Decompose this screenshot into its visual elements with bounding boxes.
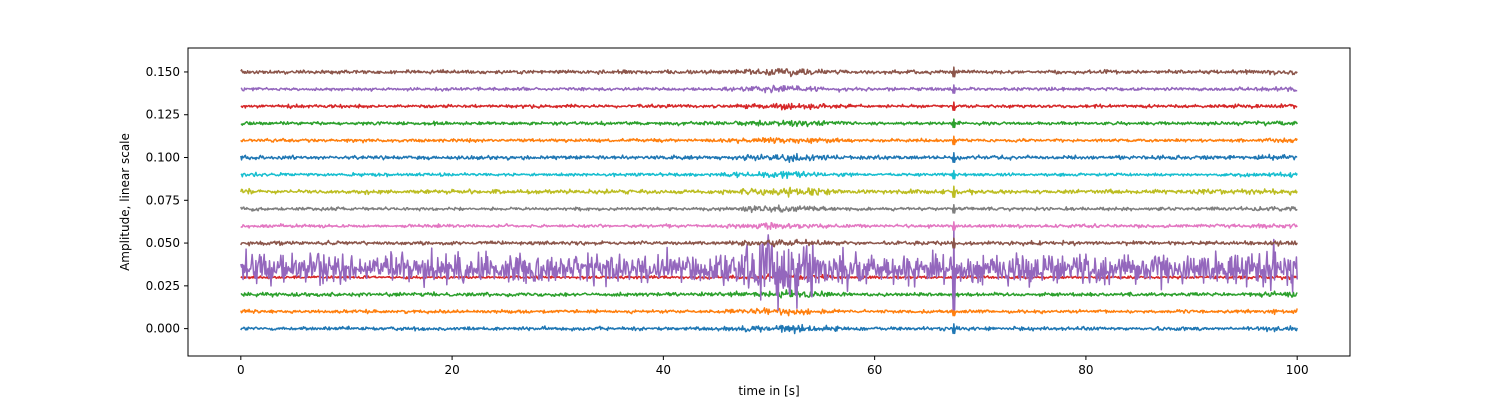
series-9 [240,169,1298,180]
series-6 [240,221,1298,231]
x-tick-label: 0 [237,363,245,377]
series-2 [240,288,1298,300]
y-axis: 0.000 0.025 0.050 0.075 0.100 0.125 0.150 [146,65,188,336]
x-axis-label: time in [s] [738,384,799,398]
y-tick-label: 0.125 [146,108,180,122]
y-axis-label: Amplitude, linear scale [118,133,132,271]
series-12 [240,118,1298,129]
series-4 [240,226,1298,312]
series-layer [240,66,1298,335]
series-0 [240,323,1298,335]
y-tick-label: 0.075 [146,193,180,207]
series-11 [240,135,1298,146]
series-5 [240,237,1298,249]
series-line-7 [240,203,1298,214]
series-line-11 [240,135,1298,146]
series-13 [240,101,1298,112]
series-line-1 [240,306,1298,317]
series-1 [240,306,1298,317]
x-tick-label: 80 [1078,363,1093,377]
series-line-0 [240,323,1298,335]
y-tick-label: 0.000 [146,322,180,336]
series-14 [240,84,1298,94]
plot-area [187,47,1351,357]
series-line-10 [240,151,1298,164]
x-axis: 0 20 40 60 80 100 [237,356,1309,377]
x-tick-label: 20 [444,363,459,377]
series-line-13 [240,101,1298,112]
x-tick-label: 60 [867,363,882,377]
series-line-5 [240,237,1298,249]
series-line-9 [240,169,1298,180]
series-line-4 [240,226,1298,312]
series-8 [240,185,1298,198]
series-line-2 [240,288,1298,300]
series-line-12 [240,118,1298,129]
axes-frame [187,47,1351,357]
series-line-15 [240,66,1298,78]
series-line-14 [240,84,1298,94]
series-15 [240,66,1298,78]
series-line-6 [240,221,1298,231]
y-tick-label: 0.150 [146,65,180,79]
series-10 [240,151,1298,164]
y-tick-label: 0.025 [146,279,180,293]
series-7 [240,203,1298,214]
y-tick-label: 0.100 [146,151,180,165]
x-tick-label: 100 [1286,363,1309,377]
x-tick-label: 40 [656,363,671,377]
series-line-8 [240,185,1298,198]
y-tick-label: 0.050 [146,236,180,250]
